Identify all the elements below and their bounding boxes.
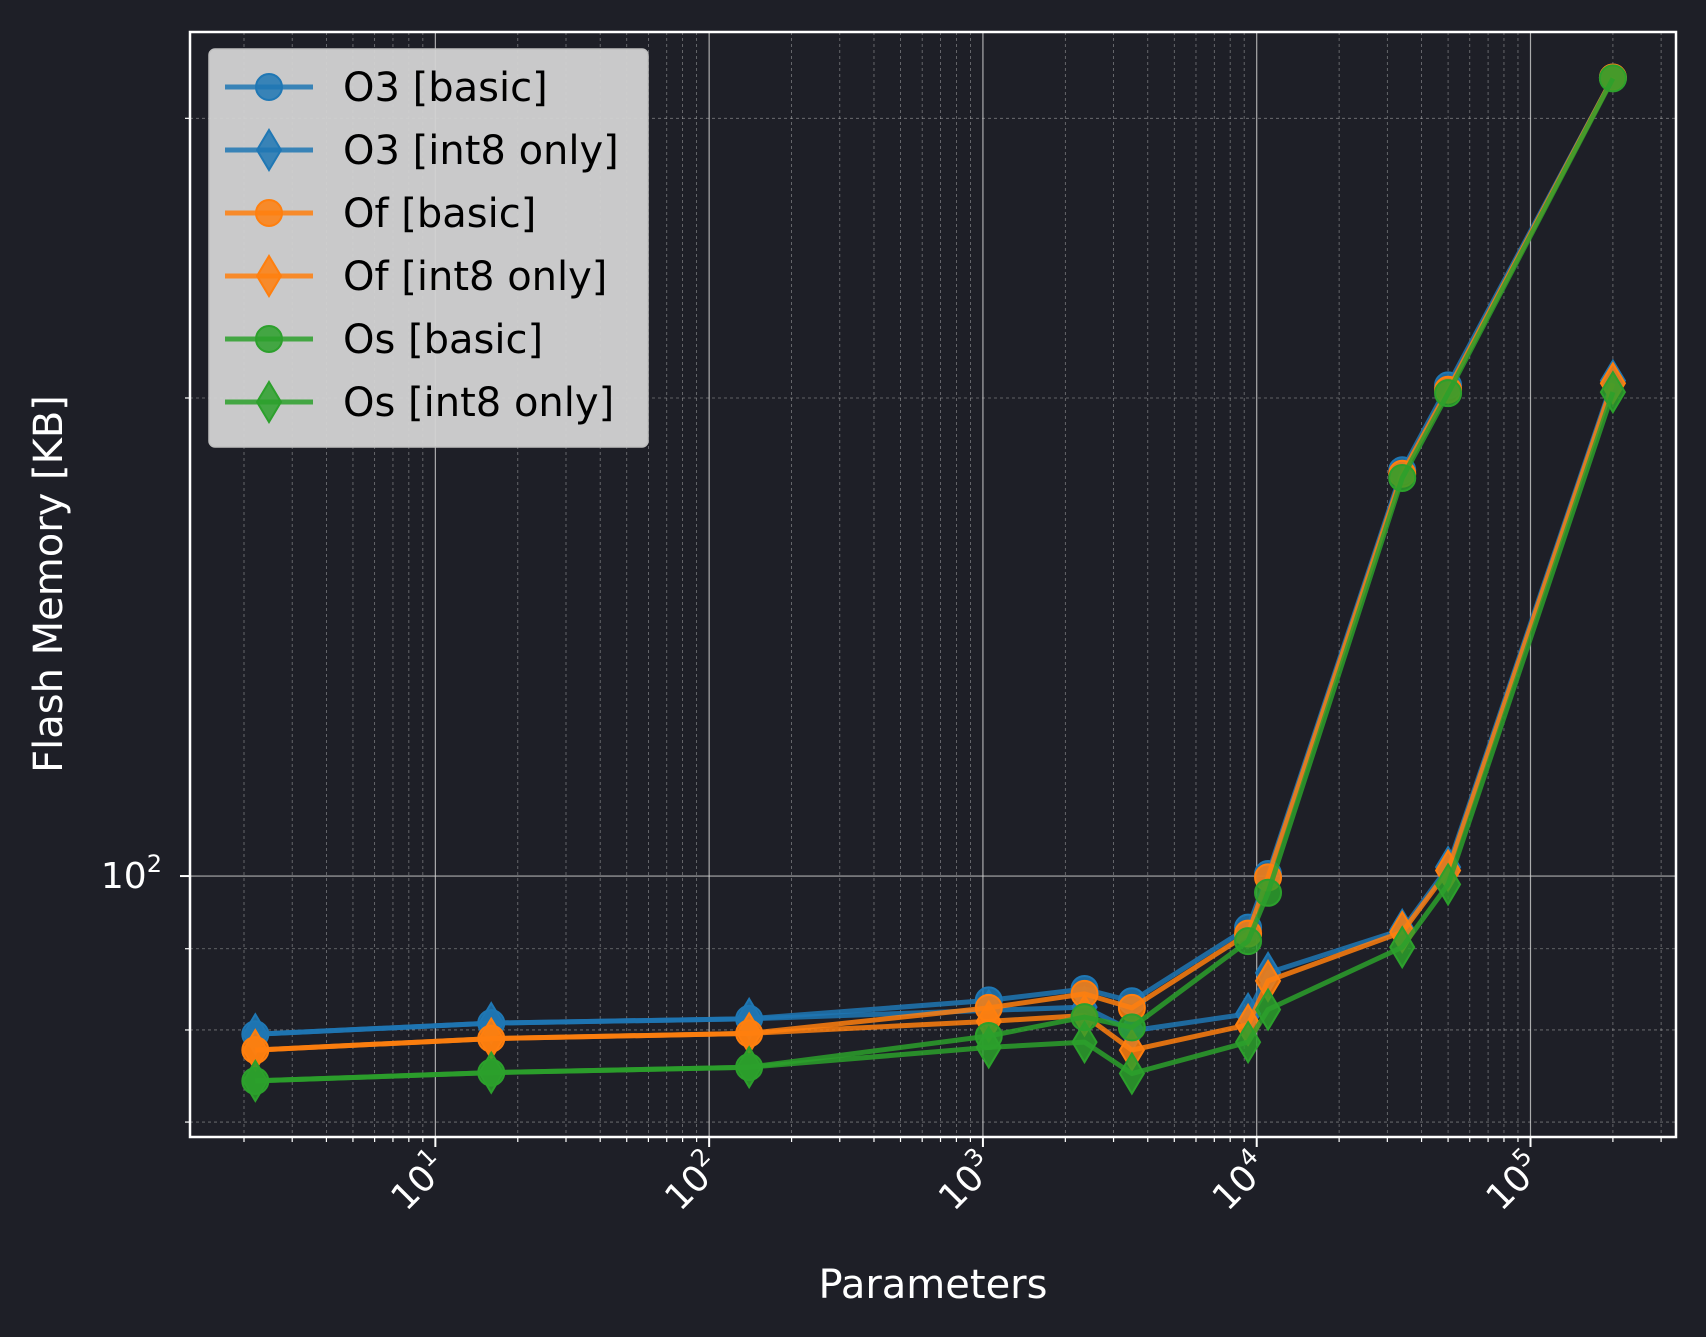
legend: O3 [basic] O3 [int8 only] Of [basic] Of [in… [208, 48, 649, 448]
legend-label: O3 [basic] [343, 65, 548, 111]
data-point [1389, 925, 1416, 970]
data-point [1234, 1020, 1262, 1065]
legend-label: Of [basic] [343, 191, 536, 237]
data-point [242, 1058, 269, 1103]
data-point [975, 1025, 1002, 1070]
legend-box [208, 48, 649, 448]
data-point [1388, 463, 1417, 492]
y-tick-label-exp: 2 [147, 850, 162, 878]
data-point [478, 1050, 505, 1095]
data-point [1071, 1020, 1098, 1065]
data-point [1254, 987, 1282, 1032]
series-5 [242, 370, 1627, 1103]
y-tick-label-base: 10 [101, 856, 147, 897]
data-point [1234, 927, 1263, 956]
data-point [735, 1045, 763, 1090]
legend-circle-marker [255, 325, 283, 353]
data-point [1599, 370, 1627, 415]
legend-item: Os [int8 only] [225, 380, 614, 426]
legend-label: Os [int8 only] [343, 380, 614, 426]
legend-label: O3 [int8 only] [343, 128, 619, 174]
y-axis-ticks: 102 [101, 117, 190, 1123]
data-point [1117, 1013, 1146, 1042]
legend-item: Of [basic] [225, 191, 536, 237]
legend-item: O3 [int8 only] [225, 128, 619, 174]
legend-diamond-marker [255, 380, 283, 424]
legend-circle-marker [255, 73, 283, 101]
legend-diamond-marker [255, 254, 283, 298]
legend-item: Os [basic] [225, 317, 543, 363]
major-grid [190, 32, 1676, 1137]
legend-label: Os [basic] [343, 317, 543, 363]
data-point [1434, 379, 1463, 408]
legend-item: O3 [basic] [225, 65, 548, 111]
series-layer [241, 63, 1627, 1103]
legend-circle-marker [255, 199, 283, 227]
data-point [1434, 862, 1462, 907]
legend-label: Of [int8 only] [343, 254, 607, 300]
data-point [1598, 64, 1627, 93]
data-point [1118, 1051, 1146, 1096]
data-point [1254, 878, 1283, 907]
plot-frame [188, 30, 1678, 1139]
legend-item: Of [int8 only] [225, 254, 607, 300]
y-axis-label: Flash Memory [KB] [26, 395, 72, 773]
y-tick-label: 102 [101, 850, 162, 897]
x-axis-label: Parameters [819, 1262, 1048, 1308]
legend-diamond-marker [255, 128, 283, 172]
